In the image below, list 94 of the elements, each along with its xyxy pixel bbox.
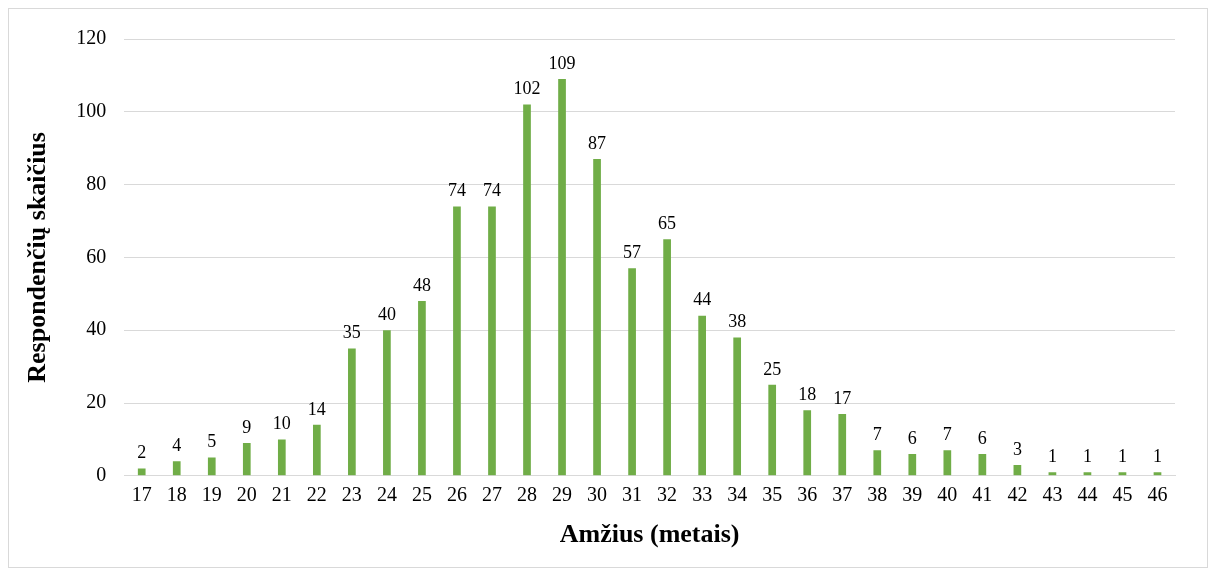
data-label: 48: [412, 274, 431, 295]
y-tick-label: 100: [76, 99, 107, 122]
x-tick-label: 30: [587, 483, 608, 506]
y-tick-label: 0: [96, 463, 107, 486]
x-tick-label: 34: [727, 483, 748, 506]
x-tick-label: 18: [166, 483, 187, 506]
y-axis-title: Respondenčių skaičius: [22, 132, 52, 383]
x-tick-label: 17: [131, 483, 152, 506]
bar: [873, 450, 882, 476]
data-label: 38: [728, 311, 747, 332]
data-label: 74: [482, 180, 501, 201]
bar: [943, 450, 952, 476]
data-label: 2: [137, 442, 147, 463]
y-tick-label: 120: [76, 26, 107, 49]
x-tick-label: 26: [446, 483, 467, 506]
data-label: 6: [977, 427, 987, 448]
bar: [172, 461, 181, 476]
bar: [277, 439, 286, 476]
data-label: 7: [942, 424, 952, 445]
x-tick-label: 43: [1042, 483, 1063, 506]
x-tick-label: 19: [201, 483, 222, 506]
bar: [838, 413, 847, 476]
y-tick-label: 60: [86, 244, 107, 267]
bar: [242, 443, 251, 476]
x-tick-label: 23: [341, 483, 362, 506]
data-label: 44: [693, 289, 712, 310]
data-label: 87: [588, 132, 607, 153]
data-label: 109: [548, 52, 576, 73]
bar: [698, 315, 706, 476]
x-tick-label: 35: [762, 483, 783, 506]
bar: [978, 453, 987, 476]
data-label: 74: [447, 180, 466, 201]
x-tick-label: 40: [937, 483, 958, 506]
bar: [908, 453, 917, 476]
x-tick-label: 22: [306, 483, 327, 506]
data-label: 10: [272, 413, 291, 434]
x-tick-label: 28: [517, 483, 538, 506]
data-label: 102: [513, 78, 541, 99]
data-label: 14: [307, 398, 326, 419]
data-label: 35: [342, 322, 361, 343]
x-tick-label: 31: [622, 483, 643, 506]
data-label: 1: [1047, 445, 1057, 466]
x-tick-label: 33: [692, 483, 713, 506]
bar: [628, 268, 636, 476]
data-label: 6: [907, 427, 917, 448]
x-axis-title: Amžius (metais): [559, 519, 740, 549]
bar: [383, 330, 391, 476]
y-tick-label: 40: [86, 317, 107, 340]
data-label: 57: [623, 242, 642, 263]
bar: [488, 206, 496, 476]
data-label: 5: [207, 431, 217, 452]
data-label: 1: [1117, 445, 1127, 466]
bar: [453, 206, 461, 476]
data-label: 17: [833, 387, 852, 408]
x-tick-label: 27: [481, 483, 502, 506]
x-tick-label: 44: [1077, 483, 1098, 506]
x-tick-label: 25: [411, 483, 432, 506]
bar: [137, 468, 146, 476]
data-label: 4: [172, 434, 182, 455]
bar: [312, 424, 321, 476]
bar: [663, 239, 671, 476]
x-tick-label: 24: [376, 483, 397, 506]
bar: [558, 79, 566, 476]
data-label: 25: [763, 358, 782, 379]
bar: [523, 104, 531, 476]
x-tick-label: 39: [902, 483, 923, 506]
bar: [207, 457, 216, 476]
bar: [733, 337, 742, 476]
x-tick-label: 37: [832, 483, 853, 506]
data-label: 9: [242, 416, 252, 437]
data-label: 40: [377, 303, 396, 324]
bar: [593, 159, 601, 476]
x-tick-label: 32: [657, 483, 678, 506]
x-tick-label: 45: [1112, 483, 1133, 506]
data-label: 65: [658, 212, 677, 233]
bar: [768, 384, 777, 476]
bar: [348, 348, 356, 476]
y-tick-label: 80: [86, 171, 107, 194]
data-label: 7: [872, 424, 882, 445]
x-tick-label: 41: [972, 483, 993, 506]
data-label: 3: [1012, 438, 1022, 459]
data-label: 1: [1082, 445, 1092, 466]
x-tick-label: 46: [1147, 483, 1168, 506]
x-tick-label: 36: [797, 483, 818, 506]
x-tick-label: 42: [1007, 483, 1028, 506]
data-label: 18: [798, 384, 817, 405]
bar: [418, 301, 426, 476]
x-tick-label: 29: [552, 483, 573, 506]
x-tick-label: 20: [236, 483, 257, 506]
data-label: 1: [1152, 445, 1162, 466]
y-tick-label: 20: [86, 390, 107, 413]
bar: [803, 410, 812, 476]
x-tick-label: 38: [867, 483, 888, 506]
x-tick-label: 21: [271, 483, 292, 506]
